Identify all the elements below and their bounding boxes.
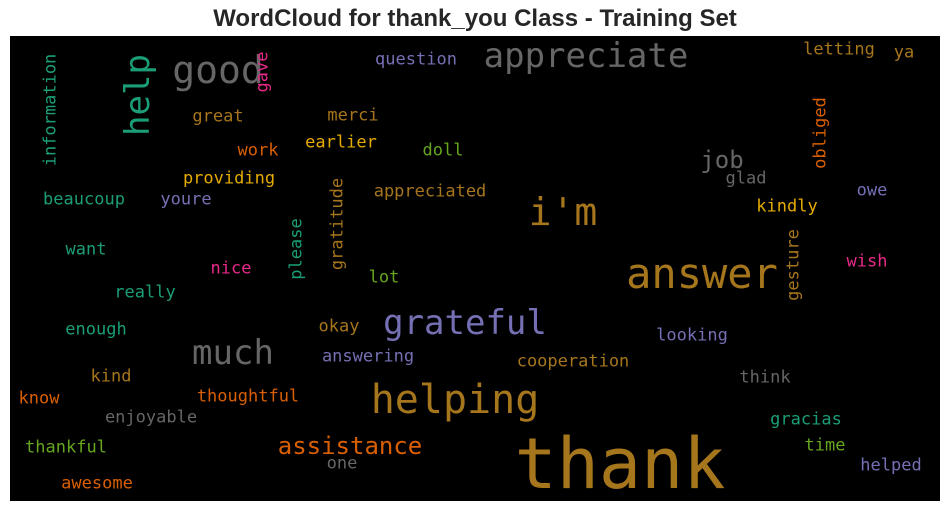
word-appreciate: appreciate	[483, 36, 689, 76]
word-answer: answer	[626, 249, 778, 298]
word-glad: glad	[725, 168, 767, 189]
word-nice: nice	[210, 258, 252, 279]
word-help: help	[118, 54, 158, 136]
word-obliged: obliged	[810, 97, 831, 169]
word-letting: letting	[803, 39, 875, 60]
word-lot: lot	[368, 267, 400, 288]
word-question: question	[375, 49, 457, 70]
word-cloud: thank answer helping grateful i'm appreciate g…	[10, 36, 940, 501]
word-thank: thank	[514, 423, 726, 501]
word-doll: doll	[422, 140, 464, 161]
word-enough: enough	[65, 319, 127, 340]
word-beaucoup: beaucoup	[43, 189, 125, 210]
word-youre: youre	[160, 189, 212, 210]
word-job: job	[700, 146, 744, 174]
word-answering: answering	[321, 346, 415, 367]
word-providing: providing	[182, 168, 276, 189]
word-great: great	[192, 106, 244, 127]
word-good: good	[172, 48, 264, 92]
word-time: time	[804, 435, 846, 456]
word-thankful: thankful	[25, 437, 107, 458]
word-helped: helped	[860, 455, 922, 476]
word-thoughtful: thoughtful	[196, 386, 300, 407]
word-one: one	[326, 453, 358, 474]
word-ya: ya	[893, 42, 915, 63]
word-gave: gave	[252, 51, 273, 93]
word-helping: helping	[370, 377, 540, 423]
word-work: work	[237, 140, 279, 161]
word-information: information	[40, 53, 61, 167]
word-appreciated: appreciated	[373, 181, 487, 202]
word-know: know	[18, 388, 60, 409]
word-please: please	[286, 218, 307, 280]
chart-title: WordCloud for thank_you Class - Training…	[213, 5, 737, 32]
word-gratitude: gratitude	[327, 177, 348, 271]
word-want: want	[65, 239, 107, 260]
word-gesture: gesture	[783, 229, 804, 301]
word-i-m: i'm	[528, 190, 598, 234]
word-cooperation: cooperation	[516, 351, 630, 372]
word-kindly: kindly	[756, 196, 818, 217]
word-enjoyable: enjoyable	[104, 407, 198, 428]
word-awesome: awesome	[61, 473, 133, 494]
word-gracias: gracias	[770, 409, 842, 430]
word-think: think	[739, 367, 791, 388]
word-kind: kind	[90, 366, 132, 387]
word-earlier: earlier	[305, 132, 377, 153]
word-really: really	[114, 282, 176, 303]
word-owe: owe	[856, 180, 888, 201]
word-assistance: assistance	[277, 432, 423, 460]
word-okay: okay	[318, 316, 360, 337]
word-much: much	[192, 333, 274, 373]
word-wish: wish	[846, 251, 888, 272]
word-merci: merci	[327, 105, 379, 126]
word-grateful: grateful	[383, 303, 547, 343]
word-looking: looking	[656, 325, 728, 346]
